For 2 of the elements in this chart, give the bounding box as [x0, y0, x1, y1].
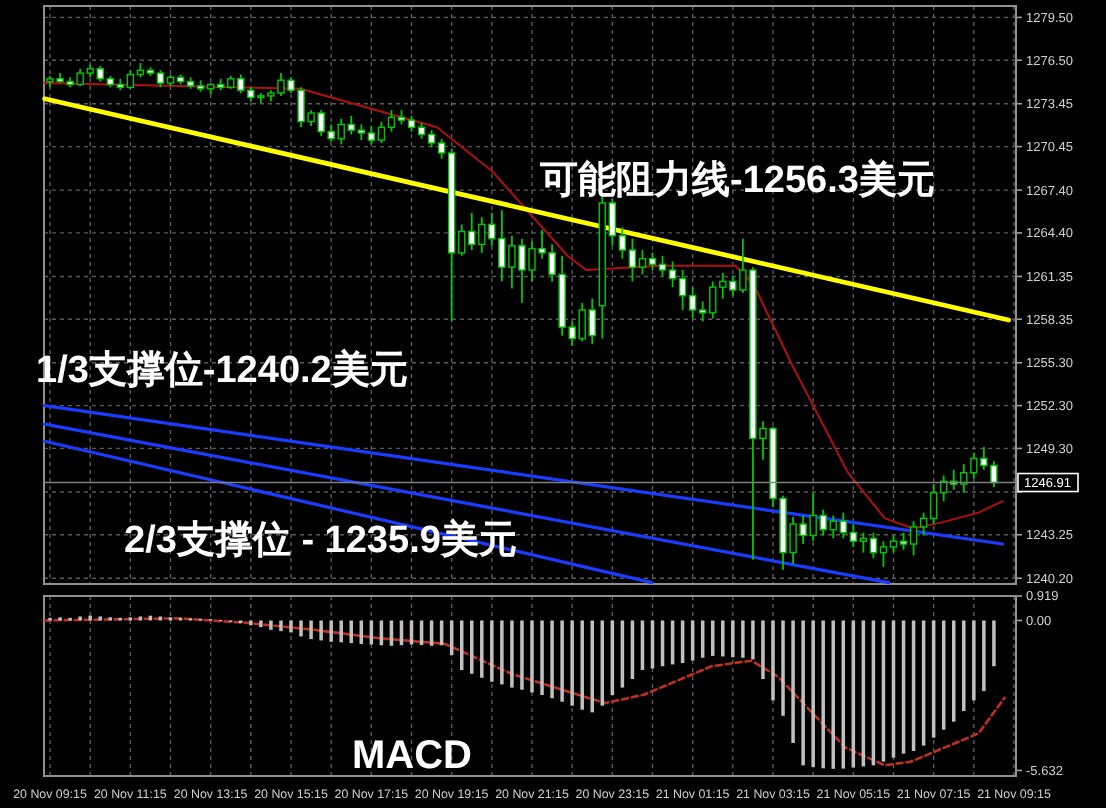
- annotation: 可能阻力线-1256.3美元: [540, 160, 935, 202]
- annotation: MACD: [352, 734, 472, 778]
